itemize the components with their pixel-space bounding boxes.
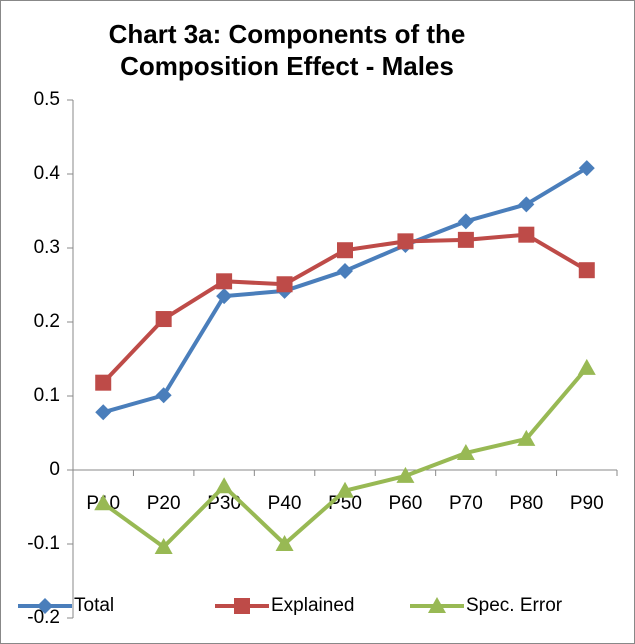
legend-label: Explained: [271, 595, 354, 616]
x-tick-label: P70: [449, 493, 483, 514]
marker: [216, 288, 233, 305]
legend-marker: [428, 597, 446, 613]
x-tick-label: P30: [207, 493, 241, 514]
y-tick-label: 0.5: [34, 89, 60, 110]
marker: [578, 160, 595, 177]
marker: [456, 443, 475, 460]
legend-label: Spec. Error: [466, 595, 563, 616]
x-tick-label: P20: [147, 493, 181, 514]
legend-symbol: [37, 598, 53, 614]
x-tick-label: P90: [570, 493, 604, 514]
marker: [337, 242, 353, 259]
y-tick-label: -0.2: [27, 607, 60, 628]
y-tick-label: -0.1: [27, 533, 60, 554]
marker: [155, 311, 172, 328]
legend-label: Total: [74, 595, 114, 616]
marker: [155, 387, 172, 404]
y-tick-label: 0.1: [34, 385, 60, 406]
marker: [396, 466, 415, 483]
marker: [275, 535, 294, 551]
x-tick-label: P80: [509, 493, 543, 514]
marker: [95, 374, 112, 391]
marker: [94, 494, 113, 511]
marker: [397, 233, 414, 250]
marker: [518, 226, 535, 243]
marker: [95, 404, 112, 421]
marker: [577, 358, 596, 375]
legend-marker: [234, 598, 250, 614]
marker: [518, 196, 535, 213]
marker: [457, 231, 474, 248]
marker: [457, 213, 474, 230]
y-tick-label: 0.4: [34, 163, 61, 184]
legend-symbol: [234, 598, 250, 614]
chart-title: Chart 3a: Components of the Composition …: [108, 19, 466, 81]
marker: [276, 276, 293, 293]
y-tick-label: 0.2: [34, 311, 60, 332]
marker: [216, 273, 233, 290]
x-tick-label: P40: [268, 493, 302, 514]
x-tick-label: P60: [389, 493, 423, 514]
y-tick-label: 0: [49, 459, 60, 480]
marker: [578, 262, 595, 279]
marker: [337, 262, 353, 279]
y-tick-label: 0.3: [34, 237, 60, 258]
marker: [215, 477, 234, 494]
legend-marker: [37, 598, 53, 614]
marker: [336, 481, 354, 498]
marker: [154, 537, 173, 554]
marker: [517, 429, 536, 446]
legend-symbol: [428, 597, 446, 613]
